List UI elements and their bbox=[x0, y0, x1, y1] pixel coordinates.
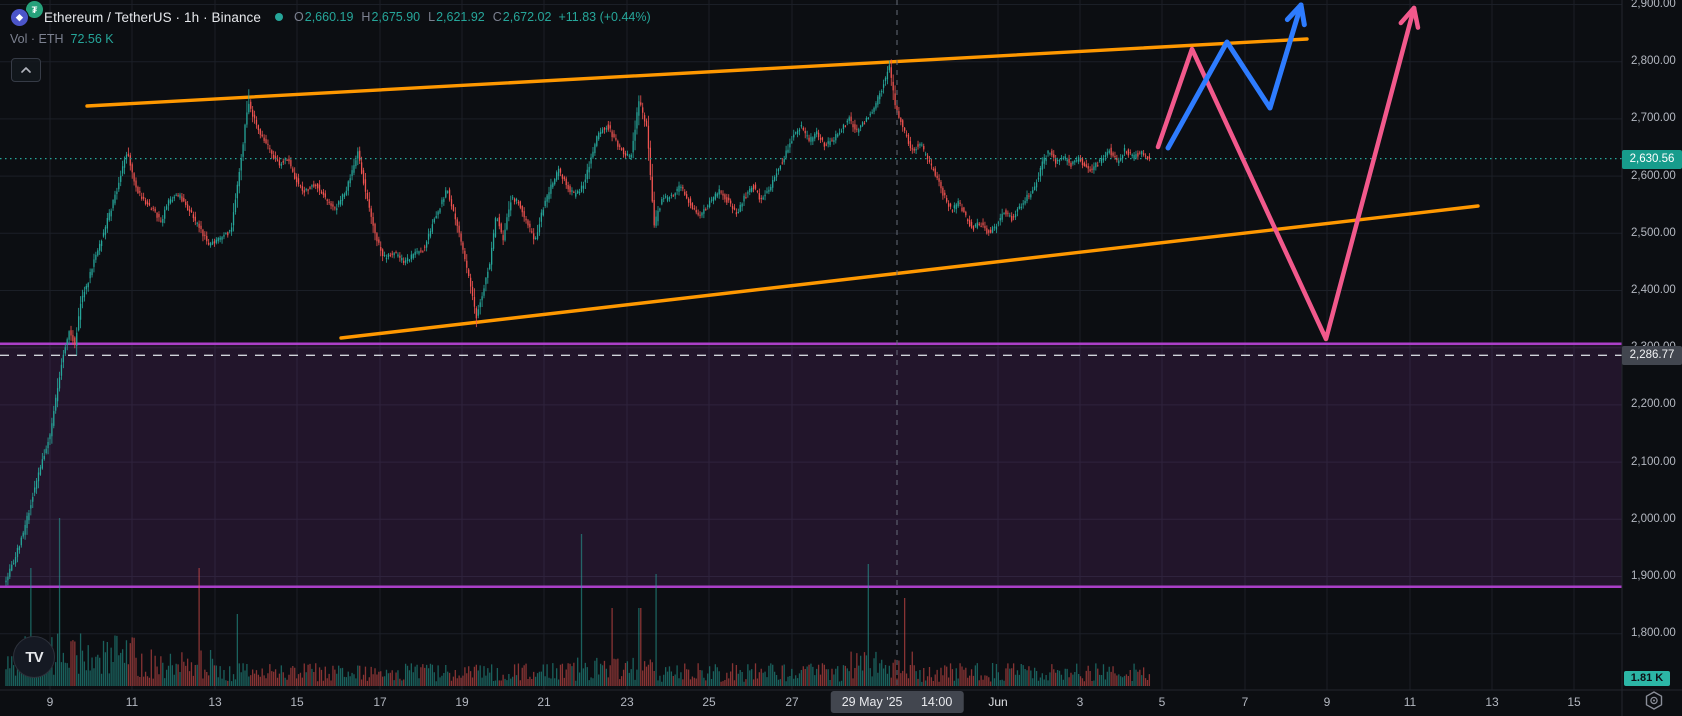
chevron-up-icon bbox=[21, 67, 31, 73]
close-value: 2,672.02 bbox=[502, 10, 552, 24]
volume-label: Vol · ETH bbox=[10, 32, 64, 46]
time-axis-label: 23 bbox=[620, 695, 634, 709]
crosshair-time: 14:00 bbox=[920, 695, 953, 709]
time-axis-label: 19 bbox=[455, 695, 469, 709]
low-label: L bbox=[428, 10, 436, 24]
tradingview-watermark-logo[interactable]: TV bbox=[13, 636, 55, 678]
close-label: C bbox=[492, 10, 502, 24]
price-axis-label: 2,900.00 bbox=[1631, 0, 1676, 10]
collapse-legend-button[interactable] bbox=[11, 58, 41, 82]
hexagon-settings-icon bbox=[1645, 691, 1663, 710]
price-axis-label: 2,100.00 bbox=[1631, 455, 1676, 468]
price-axis-label: 1,800.00 bbox=[1631, 627, 1676, 640]
price-axis-label: 2,400.00 bbox=[1631, 284, 1676, 296]
last-price-badge: 2,630.56 bbox=[1622, 150, 1682, 169]
crosshair-time-badge: 29 May '25 14:00 bbox=[830, 691, 964, 713]
time-axis-label: 11 bbox=[1403, 695, 1417, 709]
price-axis-label: 2,800.00 bbox=[1631, 55, 1676, 68]
price-axis-label: 2,200.00 bbox=[1631, 398, 1676, 411]
time-axis-label: 15 bbox=[1567, 695, 1581, 709]
high-value: 2,675.90 bbox=[371, 10, 421, 24]
price-level-badge: 2,286.77 bbox=[1622, 346, 1682, 365]
low-value: 2,621.92 bbox=[436, 10, 485, 24]
price-axis-label: 2,600.00 bbox=[1631, 169, 1676, 182]
time-axis-label: 21 bbox=[537, 695, 551, 709]
time-axis-label: 27 bbox=[785, 695, 799, 709]
volume-legend[interactable]: Vol · ETH 72.56 K bbox=[10, 31, 114, 47]
time-axis-label: 9 bbox=[46, 695, 54, 709]
market-status-dot-icon bbox=[275, 13, 284, 21]
price-axis-label: 2,500.00 bbox=[1631, 226, 1676, 239]
time-axis-label: 15 bbox=[290, 695, 304, 709]
time-axis-label: Jun bbox=[988, 695, 1008, 709]
time-axis-label: 25 bbox=[702, 695, 716, 709]
time-axis-label: 17 bbox=[373, 695, 387, 709]
ohlc-legend: O 2,660.19 H 2,675.90 L 2,621.92 C 2,672… bbox=[294, 10, 651, 24]
crosshair-date: 29 May '25 bbox=[841, 695, 903, 709]
volume-value: 72.56 K bbox=[70, 32, 114, 46]
price-axis-label: 2,000.00 bbox=[1631, 512, 1676, 525]
time-axis-label: 11 bbox=[125, 695, 139, 709]
symbol-title[interactable]: Ethereum / TetherUS · 1h · Binance bbox=[44, 9, 262, 25]
open-value: 2,660.19 bbox=[304, 10, 354, 24]
change-value: +11.83 (+0.44%) bbox=[558, 10, 651, 24]
time-axis-label: 13 bbox=[208, 695, 222, 709]
time-axis-label: 3 bbox=[1076, 695, 1084, 709]
pair-logo: ₮ ◆ bbox=[10, 0, 44, 30]
watermark-text: TV bbox=[25, 648, 43, 666]
time-axis-label: 7 bbox=[1241, 695, 1249, 709]
last-volume-badge: 1.81 K bbox=[1624, 671, 1670, 686]
price-scale-settings-button[interactable] bbox=[1641, 690, 1667, 716]
time-axis-label: 9 bbox=[1323, 695, 1331, 709]
ethereum-logo-icon: ◆ bbox=[10, 8, 29, 27]
time-axis-label: 5 bbox=[1158, 695, 1166, 709]
high-label: H bbox=[361, 10, 371, 24]
time-axis-label: 13 bbox=[1485, 695, 1499, 709]
price-axis-label: 1,900.00 bbox=[1631, 570, 1676, 582]
symbol-legend[interactable]: ₮ ◆ Ethereum / TetherUS · 1h · Binance O… bbox=[10, 0, 651, 30]
open-label: O bbox=[294, 10, 304, 24]
price-axis-label: 2,700.00 bbox=[1631, 112, 1676, 125]
